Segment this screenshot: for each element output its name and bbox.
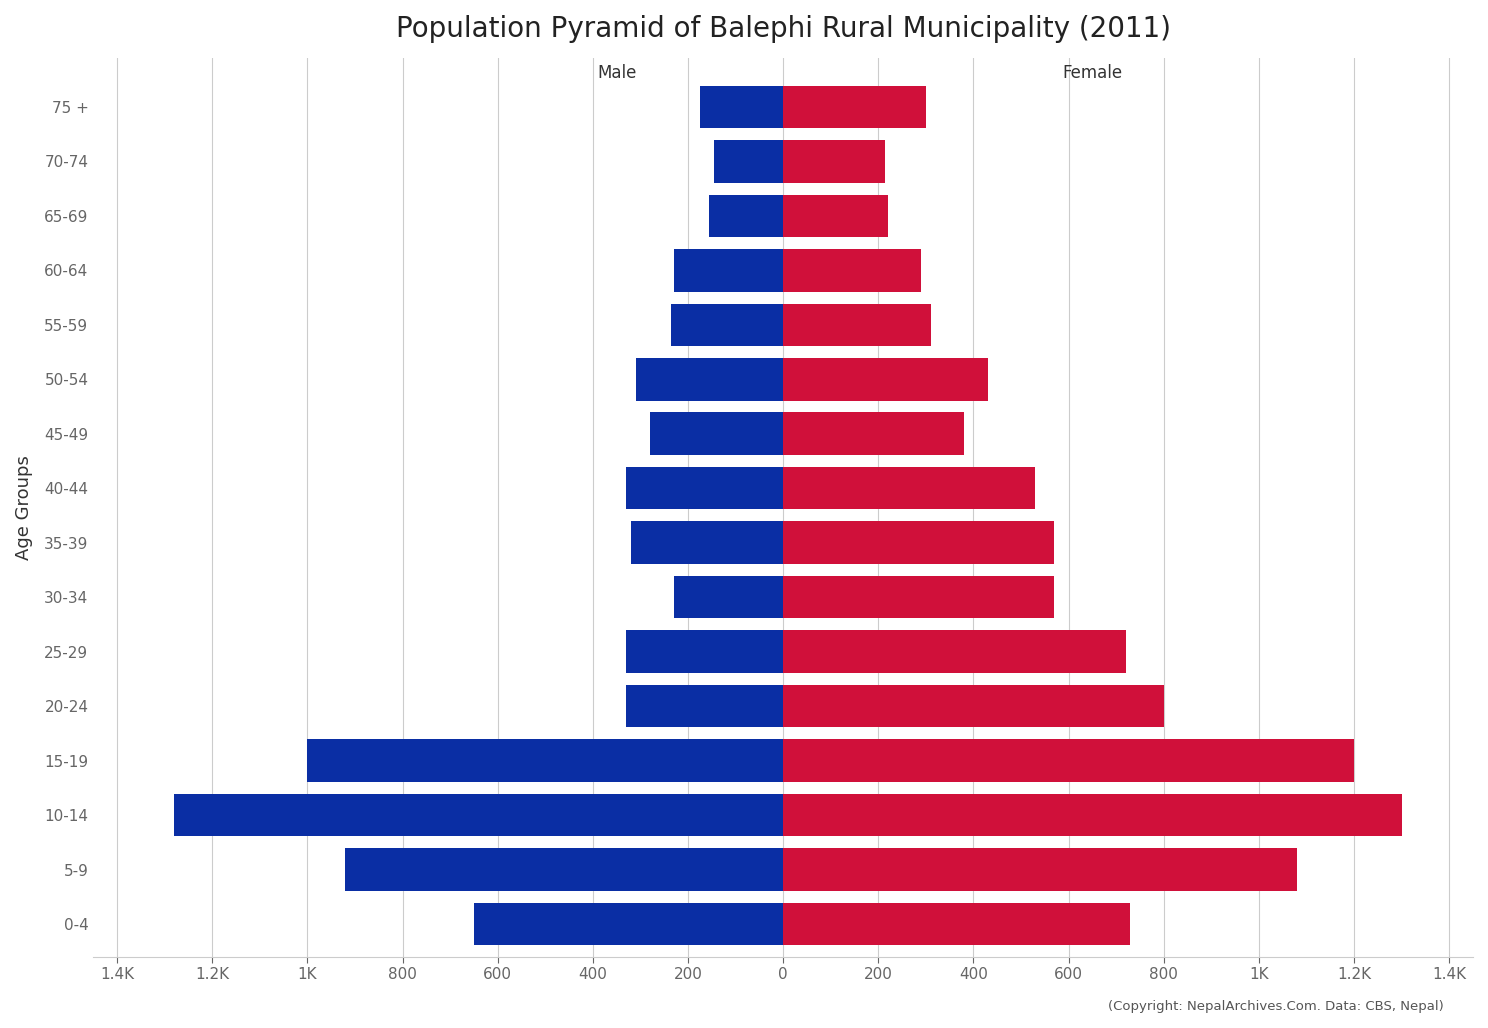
Bar: [783, 630, 1126, 673]
Bar: [783, 903, 1131, 946]
Bar: [783, 794, 1402, 837]
Bar: [783, 194, 888, 237]
Bar: [345, 848, 783, 891]
Bar: [783, 576, 1055, 619]
Bar: [783, 521, 1055, 564]
Bar: [783, 467, 1036, 510]
Bar: [783, 848, 1298, 891]
Bar: [783, 249, 921, 292]
Bar: [783, 140, 885, 183]
Bar: [783, 412, 964, 455]
Bar: [626, 630, 783, 673]
Bar: [674, 249, 783, 292]
Bar: [631, 521, 783, 564]
Bar: [626, 685, 783, 728]
Text: Female: Female: [1062, 65, 1122, 82]
Text: Male: Male: [597, 65, 637, 82]
Bar: [174, 794, 783, 837]
Bar: [475, 903, 783, 946]
Bar: [783, 358, 988, 401]
Bar: [626, 467, 783, 510]
Bar: [650, 412, 783, 455]
Y-axis label: Age Groups: Age Groups: [15, 454, 33, 559]
Bar: [783, 85, 926, 128]
Bar: [783, 685, 1164, 728]
Bar: [635, 358, 783, 401]
Text: (Copyright: NepalArchives.Com. Data: CBS, Nepal): (Copyright: NepalArchives.Com. Data: CBS…: [1107, 999, 1443, 1013]
Bar: [674, 576, 783, 619]
Bar: [783, 303, 930, 346]
Bar: [710, 194, 783, 237]
Bar: [714, 140, 783, 183]
Bar: [783, 739, 1354, 782]
Title: Population Pyramid of Balephi Rural Municipality (2011): Population Pyramid of Balephi Rural Muni…: [396, 15, 1171, 43]
Bar: [308, 739, 783, 782]
Bar: [699, 85, 783, 128]
Bar: [671, 303, 783, 346]
